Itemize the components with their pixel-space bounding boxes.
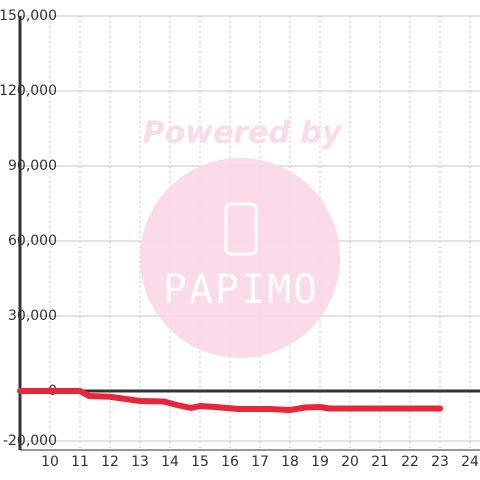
- y-tick-label: -20,000: [3, 433, 57, 449]
- data-line: [17, 388, 443, 413]
- y-tick-label: 60,000: [8, 233, 57, 249]
- watermark-text: Powered by: [143, 116, 343, 151]
- y-tick-label: 150,000: [0, 8, 57, 24]
- x-tick-label: 19: [311, 454, 329, 470]
- x-tick-label: 13: [131, 454, 149, 470]
- x-tick-label: 22: [401, 454, 419, 470]
- x-tick-label: 20: [341, 454, 359, 470]
- plot: -20,000030,00060,00090,000120,000150,000…: [0, 8, 480, 470]
- x-tick-label: 11: [71, 454, 89, 470]
- x-tick-label: 15: [191, 454, 209, 470]
- watermark: Powered by PAPIMO: [140, 116, 343, 358]
- x-tick-label: 17: [251, 454, 269, 470]
- watermark-circle: [140, 158, 340, 358]
- x-tick-label: 12: [101, 454, 119, 470]
- watermark-icon: [224, 202, 258, 256]
- x-tick-label: 14: [161, 454, 179, 470]
- x-tick-label: 21: [371, 454, 389, 470]
- y-tick-label: 120,000: [0, 83, 57, 99]
- watermark-logo: PAPIMO: [163, 267, 320, 313]
- x-tick-label: 18: [281, 454, 299, 470]
- x-tick-label: 10: [41, 454, 59, 470]
- y-tick-label: 30,000: [8, 308, 57, 324]
- x-tick-label: 24: [461, 454, 479, 470]
- x-tick-label: 23: [431, 454, 449, 470]
- x-tick-label: 16: [221, 454, 239, 470]
- y-tick-label: 90,000: [8, 158, 57, 174]
